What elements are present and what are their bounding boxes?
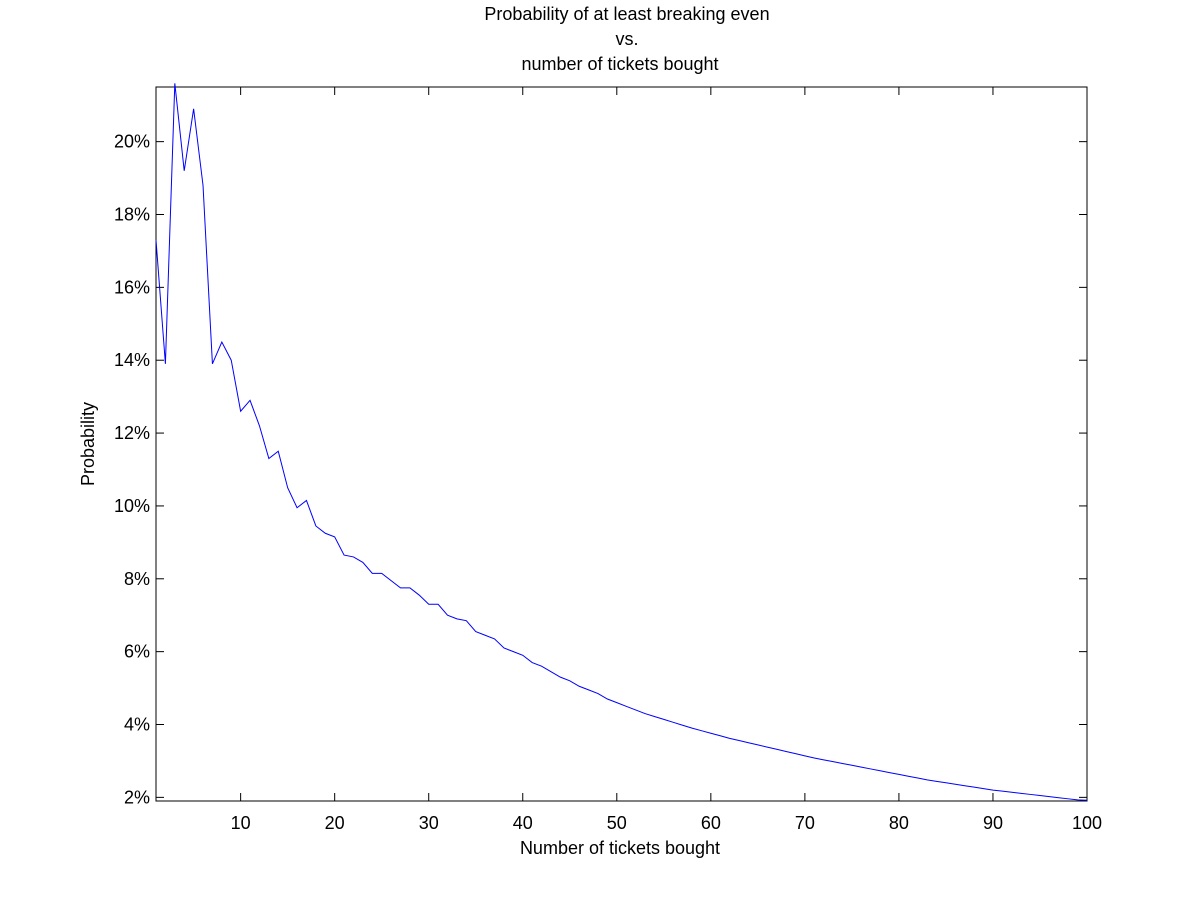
y-axis-label: Probability <box>78 402 98 486</box>
y-tick-label: 4% <box>124 715 150 735</box>
y-tick-label: 8% <box>124 569 150 589</box>
x-axis-label: Number of tickets bought <box>520 838 720 858</box>
y-tick-label: 18% <box>114 205 150 225</box>
chart-title-line-2: vs. <box>615 29 638 49</box>
chart-title-line-1: Probability of at least breaking even <box>484 4 769 24</box>
x-tick-label: 30 <box>419 813 439 833</box>
x-tick-label: 10 <box>231 813 251 833</box>
y-tick-label: 12% <box>114 423 150 443</box>
x-tick-label: 50 <box>607 813 627 833</box>
y-tick-label: 14% <box>114 350 150 370</box>
x-tick-label: 60 <box>701 813 721 833</box>
plot-area: 10 20 30 40 50 60 70 80 90 100 2% 4% 6% 8% 10% 12% 14% 1… <box>114 83 1102 833</box>
x-tick-label: 40 <box>513 813 533 833</box>
x-tick-label: 20 <box>325 813 345 833</box>
y-tick-label: 16% <box>114 277 150 297</box>
x-axis-ticks: 10 20 30 40 50 60 70 80 90 100 <box>231 87 1102 833</box>
y-axis-ticks: 2% 4% 6% 8% 10% 12% 14% 16% 18% 20% <box>114 132 1087 807</box>
y-tick-label: 20% <box>114 132 150 152</box>
series-line <box>155 83 1088 801</box>
y-tick-label: 2% <box>124 787 150 807</box>
x-tick-label: 80 <box>889 813 909 833</box>
x-tick-label: 100 <box>1072 813 1102 833</box>
chart-title-line-3: number of tickets bought <box>521 54 718 74</box>
y-tick-label: 10% <box>114 496 150 516</box>
x-tick-label: 70 <box>795 813 815 833</box>
axes-box <box>155 86 1088 802</box>
x-tick-label: 90 <box>983 813 1003 833</box>
y-tick-label: 6% <box>124 642 150 662</box>
